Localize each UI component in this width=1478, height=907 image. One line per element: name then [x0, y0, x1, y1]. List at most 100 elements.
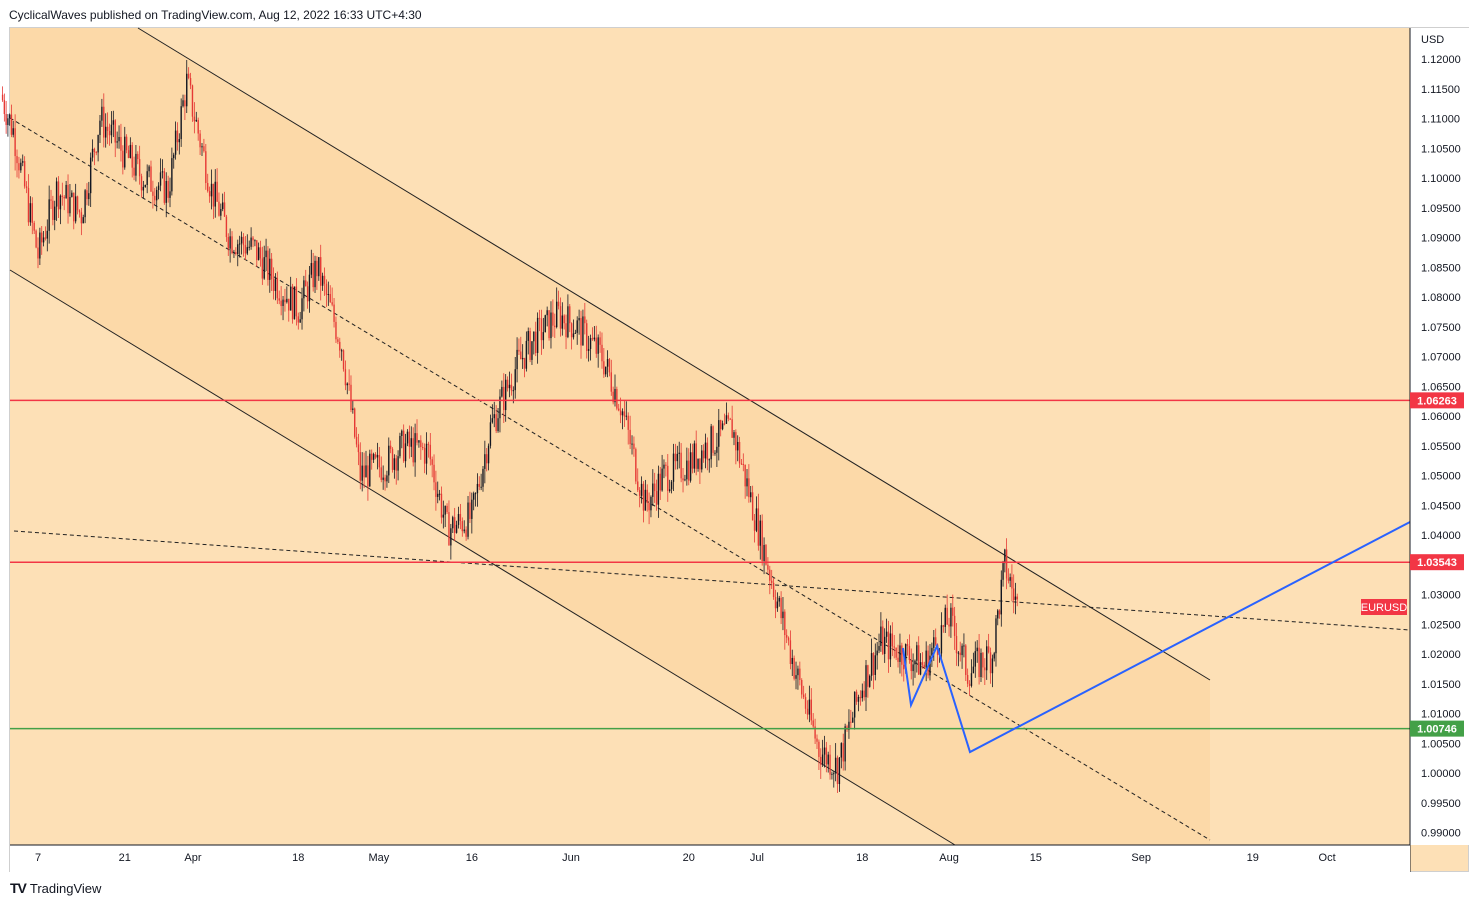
candle-body: [929, 655, 931, 676]
candle-body: [93, 148, 96, 153]
candle-body: [301, 298, 303, 320]
candle-body: [874, 655, 877, 675]
candle-body: [469, 502, 471, 519]
candle-body: [776, 601, 779, 609]
candle-body: [310, 263, 313, 275]
candle-body: [152, 191, 154, 196]
candle-body: [22, 161, 24, 163]
candle-body: [506, 379, 509, 389]
candle-body: [563, 315, 565, 324]
blue-projection-line: [902, 521, 1411, 754]
candle-body: [187, 73, 190, 79]
candle-body: [382, 477, 384, 480]
candle-body: [374, 454, 377, 458]
candle-body: [582, 316, 584, 346]
candle-body: [103, 106, 105, 138]
candle-body: [731, 419, 733, 438]
candle-body: [1004, 549, 1006, 564]
candle-body: [1007, 578, 1010, 581]
candle-body: [825, 747, 828, 765]
candle-body: [12, 128, 14, 135]
candle-body: [267, 250, 269, 280]
candle-body: [457, 514, 460, 525]
candle-body: [721, 423, 724, 430]
candle-body: [725, 415, 728, 424]
candle-body: [220, 209, 222, 216]
candle-body: [120, 137, 122, 151]
candle-body: [893, 646, 895, 648]
candle-body: [112, 120, 115, 125]
candle-body: [274, 278, 277, 291]
candle-body: [216, 181, 218, 202]
candle-body: [667, 465, 669, 491]
candle-body: [727, 415, 730, 419]
candle-body: [823, 747, 826, 755]
candle-body: [108, 130, 111, 136]
candle-body: [265, 250, 267, 258]
candle-body: [812, 720, 814, 727]
candle-body: [710, 426, 712, 460]
candle-body: [870, 653, 873, 676]
candle-body: [131, 144, 133, 168]
candle-body: [282, 299, 284, 307]
channel-fill: [10, 28, 1210, 845]
candle-body: [589, 338, 592, 349]
candle-body: [867, 665, 869, 687]
candle-body: [821, 754, 824, 765]
candle-body: [399, 435, 401, 457]
candle-body: [418, 440, 420, 443]
candle-body: [425, 443, 428, 464]
candle-body: [633, 443, 635, 450]
candle-body: [438, 493, 441, 495]
publish-header: CyclicalWaves published on TradingView.c…: [9, 8, 422, 22]
candle-body: [205, 151, 207, 184]
candle-body: [718, 420, 720, 447]
candle-body: [782, 611, 784, 619]
candle-body: [923, 664, 925, 668]
candle-body: [41, 232, 43, 243]
price-tick-label: 1.07500: [1421, 322, 1461, 334]
candle-body: [527, 331, 529, 341]
candle-body: [885, 631, 888, 637]
candle-body: [337, 339, 339, 342]
candle-body: [603, 361, 605, 375]
candle-body: [987, 646, 990, 653]
candle-body: [71, 192, 73, 197]
candle-body: [3, 100, 6, 115]
price-tick-label: 1.08000: [1421, 292, 1461, 304]
candle-body: [378, 454, 381, 468]
candle-body: [482, 468, 484, 487]
candle-body: [793, 657, 795, 679]
candle-body: [125, 136, 128, 151]
candle-body: [14, 128, 16, 157]
candle-body: [693, 443, 696, 469]
candle-body: [957, 652, 960, 654]
candle-body: [691, 452, 694, 469]
symbol-tag: EURUSD: [1361, 602, 1408, 614]
candle-body: [288, 298, 290, 311]
candle-body: [751, 492, 754, 521]
candle-body: [1014, 596, 1017, 600]
candle-body: [389, 445, 392, 449]
candle-body: [883, 636, 886, 654]
candle-body: [5, 114, 7, 126]
candle-body: [744, 464, 746, 487]
candle-body: [406, 431, 409, 444]
candle-body: [961, 645, 963, 656]
candle-body: [572, 333, 575, 338]
candle-body: [737, 441, 739, 451]
candle-body: [580, 317, 582, 346]
level-labels: 1.06263 1.03543 1.00746 EURUSD: [1361, 392, 1464, 737]
candle-body: [344, 369, 347, 386]
candle-body: [510, 384, 513, 391]
candle-body: [997, 610, 999, 619]
candle-body: [834, 757, 837, 774]
candle-body: [863, 690, 865, 698]
footer-brand[interactable]: TradingView: [29, 880, 102, 896]
candle-body: [742, 464, 744, 466]
candle-body: [150, 166, 152, 192]
candle-body: [124, 136, 126, 168]
candle-body: [127, 150, 130, 158]
candle-body: [357, 444, 360, 453]
